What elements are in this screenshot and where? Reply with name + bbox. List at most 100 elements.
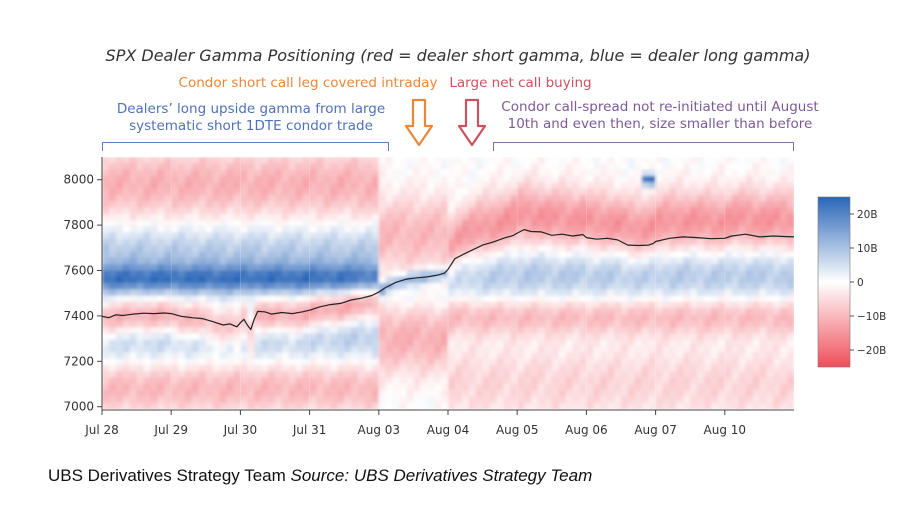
heatmap-cell <box>385 276 394 284</box>
heatmap-cell <box>309 283 318 291</box>
heatmap-cell <box>579 339 588 347</box>
heatmap-cell <box>454 327 463 335</box>
heatmap-cell <box>164 283 172 291</box>
heatmap-cell <box>420 301 429 309</box>
heatmap-cell <box>392 232 401 240</box>
heatmap-cell <box>102 270 110 278</box>
heatmap-cell <box>551 276 560 284</box>
heatmap-cell <box>565 220 574 228</box>
heatmap-cell <box>268 352 276 360</box>
heatmap-cell <box>544 402 553 409</box>
heatmap-cell <box>454 238 463 246</box>
heatmap-cell <box>655 257 664 265</box>
heatmap-cell <box>489 157 498 165</box>
heatmap-cell <box>724 257 733 265</box>
heatmap-cell <box>510 276 518 284</box>
heatmap-cell <box>468 245 477 253</box>
heatmap-cell <box>773 352 781 360</box>
heatmap-cell <box>531 390 539 398</box>
heatmap-cell <box>697 371 705 379</box>
heatmap-cell <box>517 314 525 322</box>
heatmap-cell <box>745 220 754 228</box>
heatmap-cell <box>413 333 422 341</box>
heatmap-cell <box>704 270 712 278</box>
heatmap-cell <box>392 213 401 221</box>
heatmap-cell <box>275 169 283 177</box>
heatmap-cell <box>288 238 297 246</box>
heatmap-cell <box>503 327 512 335</box>
heatmap-cell <box>268 301 276 309</box>
heatmap-cell <box>710 364 719 372</box>
heatmap-cell <box>399 157 408 165</box>
heatmap-cell <box>454 346 463 354</box>
bracket-dealers-long <box>102 142 389 151</box>
heatmap-cell <box>565 390 574 398</box>
heatmap-cell <box>337 226 345 234</box>
heatmap-cell <box>600 358 608 366</box>
heatmap-cell <box>752 245 761 253</box>
heatmap-cell <box>544 232 553 240</box>
heatmap-cell <box>461 188 470 196</box>
heatmap-cell <box>717 182 726 190</box>
heatmap-cell <box>683 169 691 177</box>
heatmap-cell <box>351 169 359 177</box>
heatmap-cell <box>648 182 657 190</box>
heatmap-cell <box>136 402 145 409</box>
heatmap-cell <box>295 283 304 291</box>
heatmap-cell <box>337 295 345 303</box>
heatmap-cell <box>586 220 595 228</box>
heatmap-cell <box>233 301 242 309</box>
heatmap-cell <box>551 207 560 215</box>
heatmap-cell <box>482 188 491 196</box>
heatmap-cell <box>205 346 214 354</box>
heatmap-cell <box>745 308 754 316</box>
heatmap-cell <box>247 163 256 171</box>
heatmap-cell <box>766 308 775 316</box>
heatmap-cell <box>676 377 685 385</box>
heatmap-cell <box>524 371 532 379</box>
heatmap-cell <box>309 327 318 335</box>
heatmap-cell <box>191 175 200 183</box>
heatmap-cell <box>600 163 608 171</box>
heatmap-cell <box>344 289 352 297</box>
heatmap-cell <box>655 333 664 341</box>
heatmap-cell <box>780 358 788 366</box>
heatmap-cell <box>717 383 726 391</box>
heatmap-cell <box>717 390 726 398</box>
heatmap-cell <box>690 390 698 398</box>
heatmap-cell <box>233 257 242 265</box>
heatmap-cell <box>634 352 643 360</box>
heatmap-cell <box>358 257 366 265</box>
heatmap-cell <box>122 276 131 284</box>
heatmap-cell <box>572 175 581 183</box>
heatmap-cell <box>579 175 588 183</box>
heatmap-cell <box>621 390 629 398</box>
heatmap-cell <box>275 257 283 265</box>
heatmap-cell <box>406 377 415 385</box>
heatmap-cell <box>454 270 463 278</box>
heatmap-cell <box>150 276 159 284</box>
heatmap-cell <box>780 364 788 372</box>
heatmap-cell <box>496 182 505 190</box>
heatmap-cell <box>427 402 435 409</box>
heatmap-cell <box>593 314 602 322</box>
heatmap-cell <box>468 226 477 234</box>
heatmap-cell <box>690 163 698 171</box>
heatmap-cell <box>524 201 532 209</box>
heatmap-cell <box>102 295 110 303</box>
heatmap-cell <box>565 182 574 190</box>
heatmap-cell <box>448 301 456 309</box>
heatmap-cell <box>108 270 117 278</box>
heatmap-cell <box>233 333 242 341</box>
heatmap-cell <box>510 327 518 335</box>
heatmap-cell <box>102 352 110 360</box>
heatmap-cell <box>731 383 740 391</box>
heatmap-cell <box>351 346 359 354</box>
heatmap-cell <box>544 320 553 328</box>
heatmap-cell <box>627 175 636 183</box>
heatmap-cell <box>122 346 131 354</box>
heatmap-cell <box>261 194 269 202</box>
heatmap-cell <box>358 358 366 366</box>
heatmap-cell <box>406 163 415 171</box>
heatmap-cell <box>434 383 442 391</box>
